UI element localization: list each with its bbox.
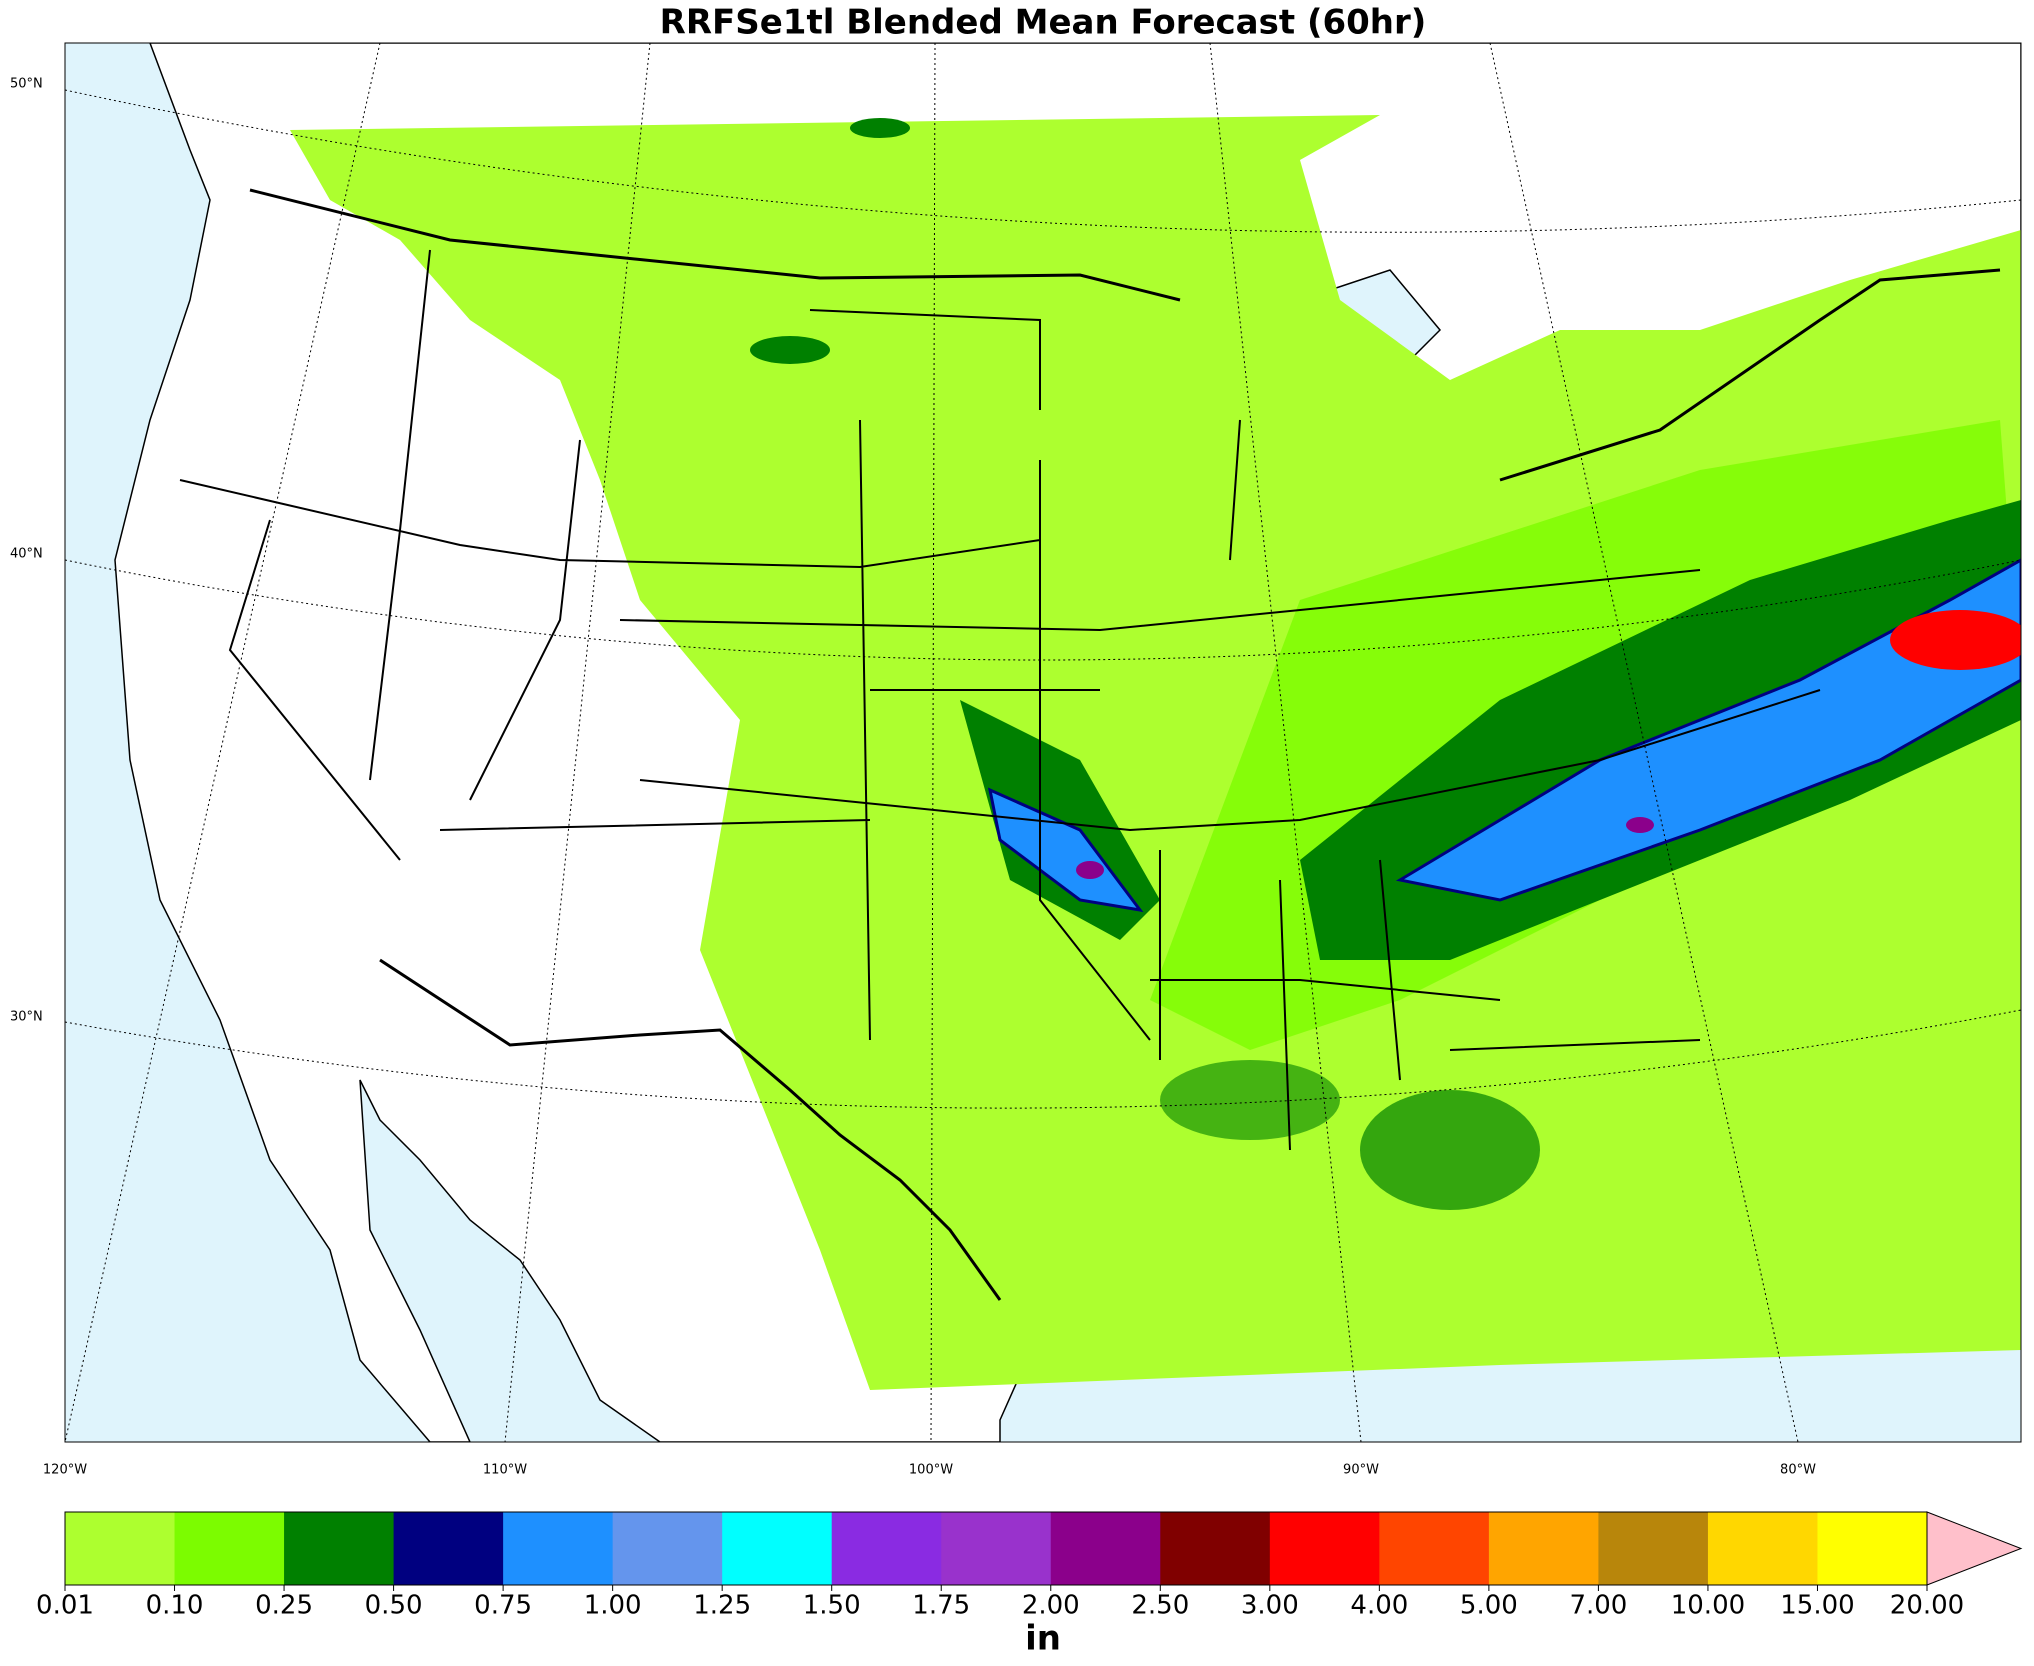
colorbar-tick-label: 0.01 xyxy=(36,1591,94,1621)
colorbar-tick-label: 4.00 xyxy=(1350,1591,1408,1621)
lat-label: 30°N xyxy=(10,1010,43,1025)
graticule xyxy=(65,43,2021,1442)
colorbar-tick-label: 0.50 xyxy=(365,1591,423,1621)
colorbar-tick-label: 10.00 xyxy=(1671,1591,1745,1621)
colorbar-segment xyxy=(65,1512,176,1585)
precip-max xyxy=(1076,861,1104,879)
lon-label: 120°W xyxy=(43,1463,87,1478)
colorbar-segment xyxy=(284,1512,395,1585)
state-border xyxy=(179,249,1821,1151)
colorbar-segment xyxy=(941,1512,1052,1585)
colorbar-tick-label: 0.10 xyxy=(146,1591,204,1621)
lon-label: 110°W xyxy=(483,1463,527,1478)
colorbar-tick-label: 5.00 xyxy=(1460,1591,1518,1621)
precip-light xyxy=(290,115,2021,1390)
colorbar-unit: in xyxy=(1025,1619,1061,1659)
colorbar-segment xyxy=(722,1512,833,1585)
colorbar-tick-label: 3.00 xyxy=(1241,1591,1299,1621)
colorbar-tick-label: 1.50 xyxy=(803,1591,861,1621)
precip-patch xyxy=(750,336,830,364)
map xyxy=(65,43,2021,1442)
country-border xyxy=(249,188,2001,1301)
map-title: RRFSe1tl Blended Mean Forecast (60hr) xyxy=(660,3,1427,43)
precip-patch xyxy=(1360,1090,1540,1210)
lat-label: 50°N xyxy=(10,77,43,92)
colorbar-segment xyxy=(503,1512,614,1585)
map-frame xyxy=(64,42,2022,1443)
colorbar-segment xyxy=(1817,1512,1928,1585)
colorbar-tick-label: 1.25 xyxy=(693,1591,751,1621)
colorbar-segment xyxy=(831,1512,942,1585)
colorbar-frame xyxy=(64,1511,1928,1586)
lat-label: 40°N xyxy=(10,547,43,562)
colorbar-tick-label: 0.75 xyxy=(474,1591,532,1621)
precip-max xyxy=(1626,817,1654,833)
colorbar-segment xyxy=(1379,1512,1490,1585)
colorbar-segment xyxy=(1598,1512,1709,1585)
colorbar-tick-label: 1.75 xyxy=(912,1591,970,1621)
colorbar-segment xyxy=(1050,1512,1161,1585)
colorbar-tick-label: 15.00 xyxy=(1780,1591,1854,1621)
colorbar-segment xyxy=(612,1512,723,1585)
lon-label: 100°W xyxy=(909,1463,953,1478)
precip-patch xyxy=(850,118,910,138)
colorbar-tick-label: 2.50 xyxy=(1131,1591,1189,1621)
colorbar-segment xyxy=(1269,1512,1380,1585)
colorbar-segment xyxy=(1707,1512,1818,1585)
lon-label: 80°W xyxy=(1780,1463,1816,1478)
colorbar-segment xyxy=(393,1512,504,1585)
colorbar-segment xyxy=(1160,1512,1271,1585)
colorbar-tick-label: 7.00 xyxy=(1569,1591,1627,1621)
colorbar-extend xyxy=(1926,1511,2023,1586)
lon-label: 90°W xyxy=(1343,1463,1379,1478)
colorbar-tick-label: 1.00 xyxy=(584,1591,642,1621)
colorbar-tick-label: 20.00 xyxy=(1890,1591,1964,1621)
precip-patch xyxy=(1160,1060,1340,1140)
precip-max xyxy=(1890,610,2021,670)
colorbar-segment xyxy=(174,1512,285,1585)
precip-dark xyxy=(960,500,2021,960)
colorbar-tick-label: 2.00 xyxy=(1022,1591,1080,1621)
colorbar-segment xyxy=(1488,1512,1599,1585)
colorbar-tick-label: 0.25 xyxy=(255,1591,313,1621)
